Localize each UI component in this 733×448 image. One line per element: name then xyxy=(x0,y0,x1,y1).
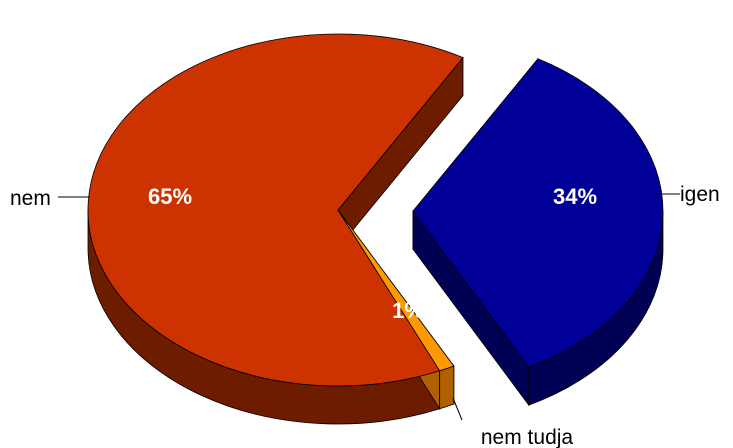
pie-slice-nem-tudja xyxy=(337,209,455,372)
pct-label-igen: 34% xyxy=(553,184,597,209)
pct-label-nem: 65% xyxy=(148,184,192,209)
category-label-igen: igen xyxy=(680,183,720,206)
category-label-nem: nem xyxy=(10,187,51,210)
category-label-nem-tudja: nem tudja xyxy=(481,426,574,448)
leader-line-nem-tudja xyxy=(452,397,463,421)
leader-lines xyxy=(58,193,680,421)
pie-slice-nem xyxy=(87,33,464,387)
pct-label-nem-tudja: 1% xyxy=(392,298,424,323)
pie-side-nem-tudja-0 xyxy=(439,365,455,410)
pie-slice-igen xyxy=(412,58,664,368)
pie-top-faces xyxy=(87,33,664,387)
